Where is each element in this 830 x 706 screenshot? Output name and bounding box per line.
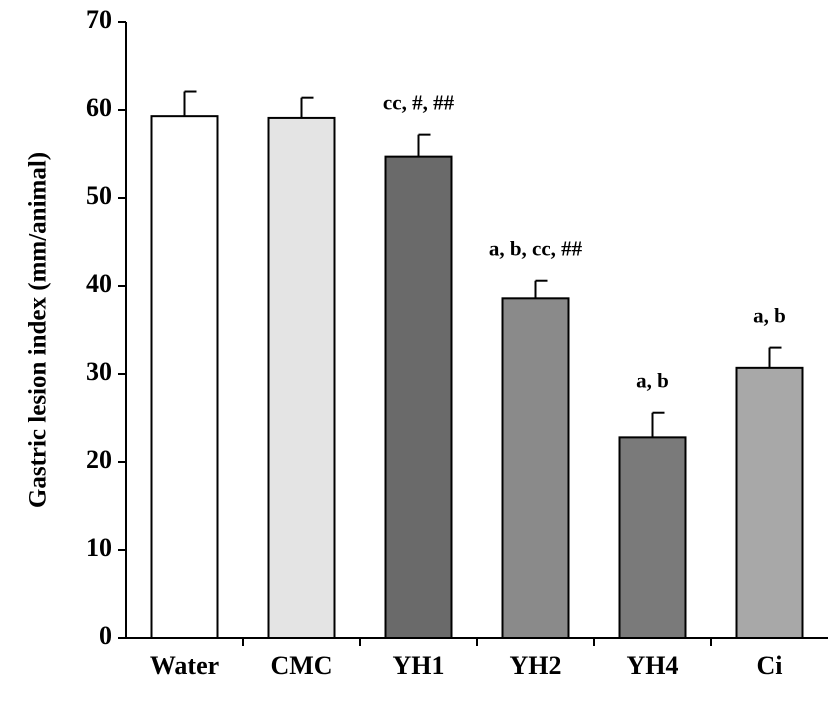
bar xyxy=(152,116,218,638)
bar xyxy=(503,298,569,638)
y-tick-label: 0 xyxy=(99,621,112,650)
annotation: a, b, cc, ## xyxy=(489,237,583,261)
y-tick-label: 20 xyxy=(86,445,112,474)
x-tick-label: YH1 xyxy=(393,651,445,680)
y-tick-label: 50 xyxy=(86,181,112,210)
y-tick-label: 40 xyxy=(86,269,112,298)
bar xyxy=(737,368,803,638)
y-tick-label: 60 xyxy=(86,93,112,122)
x-tick-label: YH2 xyxy=(510,651,562,680)
y-axis-label: Gastric lesion index (mm/animal) xyxy=(25,152,52,508)
annotation: cc, #, ## xyxy=(383,90,455,114)
bar xyxy=(386,157,452,638)
x-tick-label: Water xyxy=(150,651,219,680)
annotation: a, b xyxy=(753,303,786,327)
x-tick-label: YH4 xyxy=(627,651,679,680)
x-tick-label: Ci xyxy=(757,651,783,680)
y-tick-label: 30 xyxy=(86,357,112,386)
annotation: a, b xyxy=(636,369,669,393)
y-tick-label: 10 xyxy=(86,533,112,562)
chart: Gastric lesion index (mm/animal) 0 10 20 30… xyxy=(0,0,830,706)
y-tick-label: 70 xyxy=(86,5,112,34)
x-tick-label: CMC xyxy=(270,651,332,680)
bar xyxy=(620,437,686,638)
bar xyxy=(269,118,335,638)
